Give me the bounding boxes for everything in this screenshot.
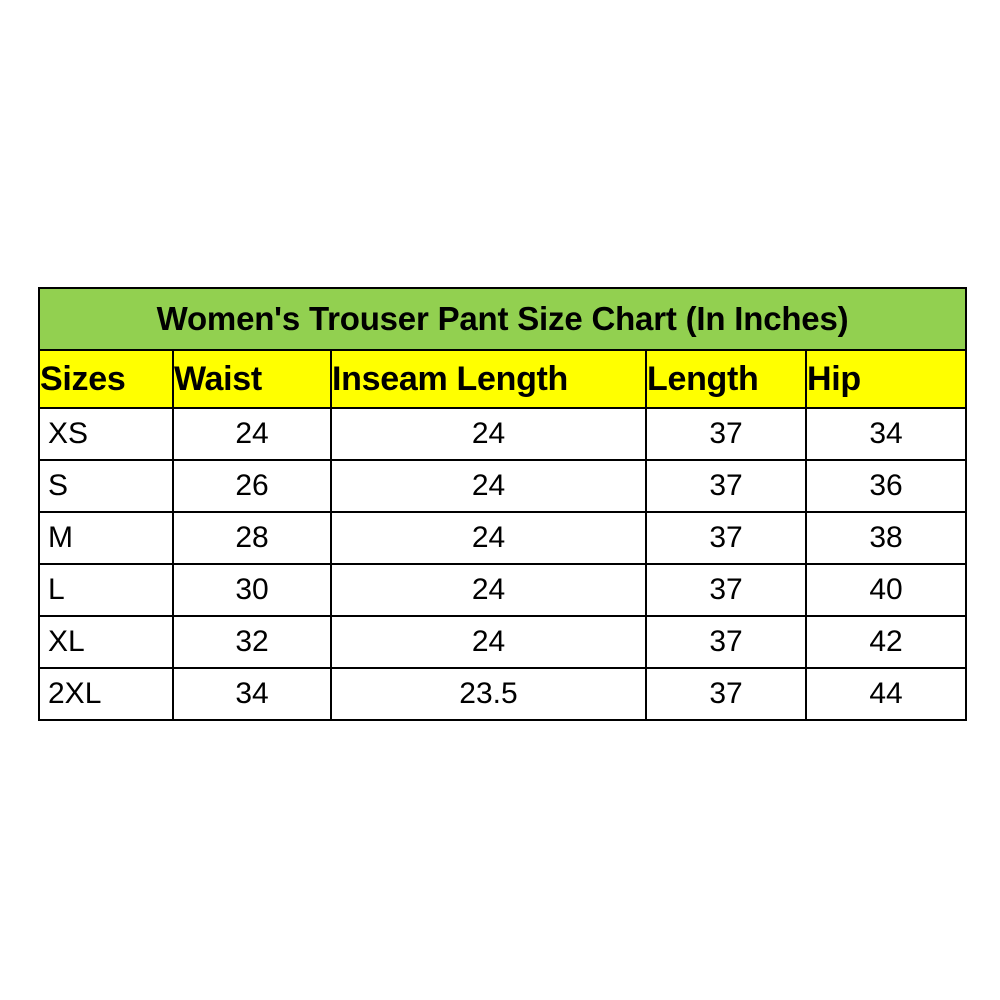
cell-waist: 24	[172, 407, 332, 461]
cell-inseam-length: 23.5	[330, 667, 647, 721]
cell-inseam-length: 24	[330, 563, 647, 617]
chart-title-row: Women's Trouser Pant Size Chart (In Inch…	[37, 287, 968, 351]
cell-waist: 34	[172, 667, 332, 721]
table-row: XS 24 24 37 34	[38, 407, 968, 461]
column-header-length: Length	[645, 349, 807, 409]
cell-size: M	[38, 511, 174, 565]
cell-length: 37	[645, 563, 807, 617]
cell-inseam-length: 24	[330, 615, 647, 669]
cell-hip: 36	[804, 459, 968, 513]
column-header-sizes: Sizes	[38, 349, 174, 409]
cell-size: XS	[38, 407, 174, 461]
table-row: 2XL 34 23.5 37 44	[38, 667, 968, 721]
size-chart-table: Women's Trouser Pant Size Chart (In Inch…	[37, 287, 968, 721]
table-row: XL 32 24 37 42	[38, 615, 968, 669]
cell-size: 2XL	[38, 667, 174, 721]
size-chart-container: Women's Trouser Pant Size Chart (In Inch…	[37, 287, 968, 721]
table-header-row: Sizes Waist Inseam Length Length Hip	[38, 349, 968, 409]
cell-waist: 30	[172, 563, 332, 617]
cell-hip: 34	[804, 407, 968, 461]
cell-inseam-length: 24	[330, 511, 647, 565]
cell-size: XL	[38, 615, 174, 669]
cell-hip: 38	[804, 511, 968, 565]
cell-length: 37	[645, 407, 807, 461]
cell-size: L	[38, 563, 174, 617]
cell-waist: 32	[172, 615, 332, 669]
column-header-hip: Hip	[804, 349, 968, 409]
cell-length: 37	[645, 615, 807, 669]
chart-title: Women's Trouser Pant Size Chart (In Inch…	[37, 287, 968, 351]
table-row: L 30 24 37 40	[38, 563, 968, 617]
cell-waist: 26	[172, 459, 332, 513]
cell-inseam-length: 24	[330, 407, 647, 461]
cell-length: 37	[645, 667, 807, 721]
cell-waist: 28	[172, 511, 332, 565]
cell-hip: 44	[804, 667, 968, 721]
cell-size: S	[38, 459, 174, 513]
cell-hip: 40	[804, 563, 968, 617]
cell-inseam-length: 24	[330, 459, 647, 513]
table-row: M 28 24 37 38	[38, 511, 968, 565]
column-header-inseam-length: Inseam Length	[330, 349, 647, 409]
cell-length: 37	[645, 511, 807, 565]
cell-length: 37	[645, 459, 807, 513]
table-row: S 26 24 37 36	[38, 459, 968, 513]
cell-hip: 42	[804, 615, 968, 669]
column-header-waist: Waist	[172, 349, 332, 409]
